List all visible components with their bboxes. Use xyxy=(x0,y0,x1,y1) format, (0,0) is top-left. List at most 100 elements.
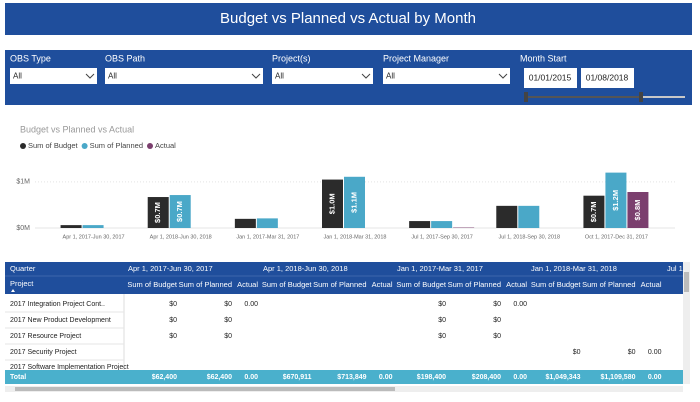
y-tick-label: $0M xyxy=(16,225,30,232)
total-label: Total xyxy=(10,374,26,381)
chart-title: Budget vs Planned vs Actual xyxy=(20,124,134,134)
total-cell: $713,849 xyxy=(337,374,366,381)
date-to: 01/08/2018 xyxy=(586,72,629,82)
row-name: 2017 Resource Project xyxy=(10,333,81,340)
total-cell: $62,400 xyxy=(207,374,232,381)
data-label: $1.2M xyxy=(611,190,620,211)
bar xyxy=(605,172,627,228)
row-name: 2017 Software Implementation Project xyxy=(10,364,129,371)
group-header: Quarter xyxy=(10,264,36,273)
group-label: Jan 1, 2018-Mar 31, 2018 xyxy=(531,264,617,273)
row-name: 2017 New Product Development xyxy=(10,317,111,324)
date-input[interactable] xyxy=(524,68,577,88)
data-label: $0.8M xyxy=(633,200,642,221)
x-tick-label: Jul 1, 2017-Sep 30, 2017 xyxy=(411,234,472,240)
bar xyxy=(627,192,649,228)
row-name: 2017 Integration Project Cont.. xyxy=(10,301,105,308)
dropdown[interactable] xyxy=(105,68,263,84)
column-header: Sum of Budget xyxy=(262,280,313,289)
total-cell: $670,911 xyxy=(283,374,312,381)
slider-handle[interactable] xyxy=(639,92,643,102)
filter-label: Project(s) xyxy=(272,53,311,63)
bar xyxy=(147,197,169,228)
chevron xyxy=(251,73,261,79)
cell: $0 xyxy=(169,301,177,308)
total-cell: 0.00 xyxy=(379,374,393,381)
legend-swatch xyxy=(20,143,26,149)
total-cell: $1,049,343 xyxy=(545,374,580,381)
chevron xyxy=(361,73,371,79)
column-header: Sum of Planned xyxy=(448,280,501,289)
bar xyxy=(431,221,453,228)
data-label: $0.7M xyxy=(175,201,184,222)
group-label: Apr 1, 2017-Jun 30, 2017 xyxy=(128,264,213,273)
legend-swatch xyxy=(147,143,153,149)
dropdown-value: All xyxy=(275,72,284,81)
bar xyxy=(583,195,605,228)
bar xyxy=(234,218,256,228)
cell: 0.00 xyxy=(244,301,258,308)
column-header: Actual xyxy=(372,280,393,289)
column-header: Actual xyxy=(237,280,258,289)
x-tick-label: Apr 1, 2017-Jun 30, 2017 xyxy=(63,234,125,240)
date-from: 01/01/2015 xyxy=(529,72,572,82)
cell: $0 xyxy=(438,317,446,324)
cell: $0 xyxy=(493,333,501,340)
row-name: 2017 Security Project xyxy=(10,349,77,356)
total-cell: 0.00 xyxy=(244,374,258,381)
date-input[interactable] xyxy=(581,68,634,88)
filter-label: Project Manager xyxy=(383,53,449,63)
column-header: Sum of Planned xyxy=(313,280,366,289)
bar xyxy=(82,225,104,228)
total-cell: $62,400 xyxy=(152,374,177,381)
group-label: Apr 1, 2018-Jun 30, 2018 xyxy=(263,264,348,273)
total-cell: 0.00 xyxy=(513,374,527,381)
chevron xyxy=(85,73,95,79)
scrollbar[interactable] xyxy=(683,262,690,384)
data-label: $0.7M xyxy=(589,201,598,222)
column-header: Sum of Budget xyxy=(396,280,447,289)
bar xyxy=(322,179,343,228)
bar xyxy=(169,195,191,228)
dropdown[interactable] xyxy=(10,68,97,84)
cell: $0 xyxy=(493,317,501,324)
x-tick-label: Oct 1, 2017-Dec 31, 2017 xyxy=(585,234,648,240)
cell: $0 xyxy=(628,349,636,356)
column-header: Sum of Budget xyxy=(531,280,582,289)
scroll-thumb[interactable] xyxy=(684,272,689,292)
group-label: Jul 1, xyxy=(667,264,685,273)
total-cell: $208,400 xyxy=(472,374,501,381)
bar xyxy=(60,225,82,228)
column-header: Actual xyxy=(641,280,662,289)
dropdown[interactable] xyxy=(383,68,510,84)
total-cell: $198,400 xyxy=(417,374,446,381)
cell: $0 xyxy=(224,301,232,308)
filter-label: Month Start xyxy=(520,53,567,63)
cell: $0 xyxy=(224,333,232,340)
cell: $0 xyxy=(169,333,177,340)
data-label: $1.1M xyxy=(349,192,358,213)
table-header xyxy=(5,262,683,294)
slider-handle[interactable] xyxy=(524,92,528,102)
dropdown[interactable] xyxy=(272,68,373,84)
scroll-thumb[interactable] xyxy=(15,387,395,391)
cell: $0 xyxy=(573,349,581,356)
y-tick-label: $1M xyxy=(16,179,30,186)
column-header: Sum of Planned xyxy=(582,280,635,289)
cell: $0 xyxy=(169,317,177,324)
dropdown-value: All xyxy=(13,72,22,81)
bar xyxy=(496,205,518,228)
total-row xyxy=(5,370,683,384)
column-header: Sum of Planned xyxy=(179,280,232,289)
cell: $0 xyxy=(438,301,446,308)
dropdown-value: All xyxy=(386,72,395,81)
filter-label: OBS Type xyxy=(10,53,51,63)
legend-label: Actual xyxy=(155,141,176,150)
bar xyxy=(344,176,365,228)
legend-swatch xyxy=(81,143,88,149)
legend-label: Sum of Planned xyxy=(90,141,143,150)
dropdown-value: All xyxy=(108,72,117,81)
x-tick-label: Jan 1, 2017-Mar 31, 2017 xyxy=(236,234,299,240)
cell: $0 xyxy=(224,317,232,324)
